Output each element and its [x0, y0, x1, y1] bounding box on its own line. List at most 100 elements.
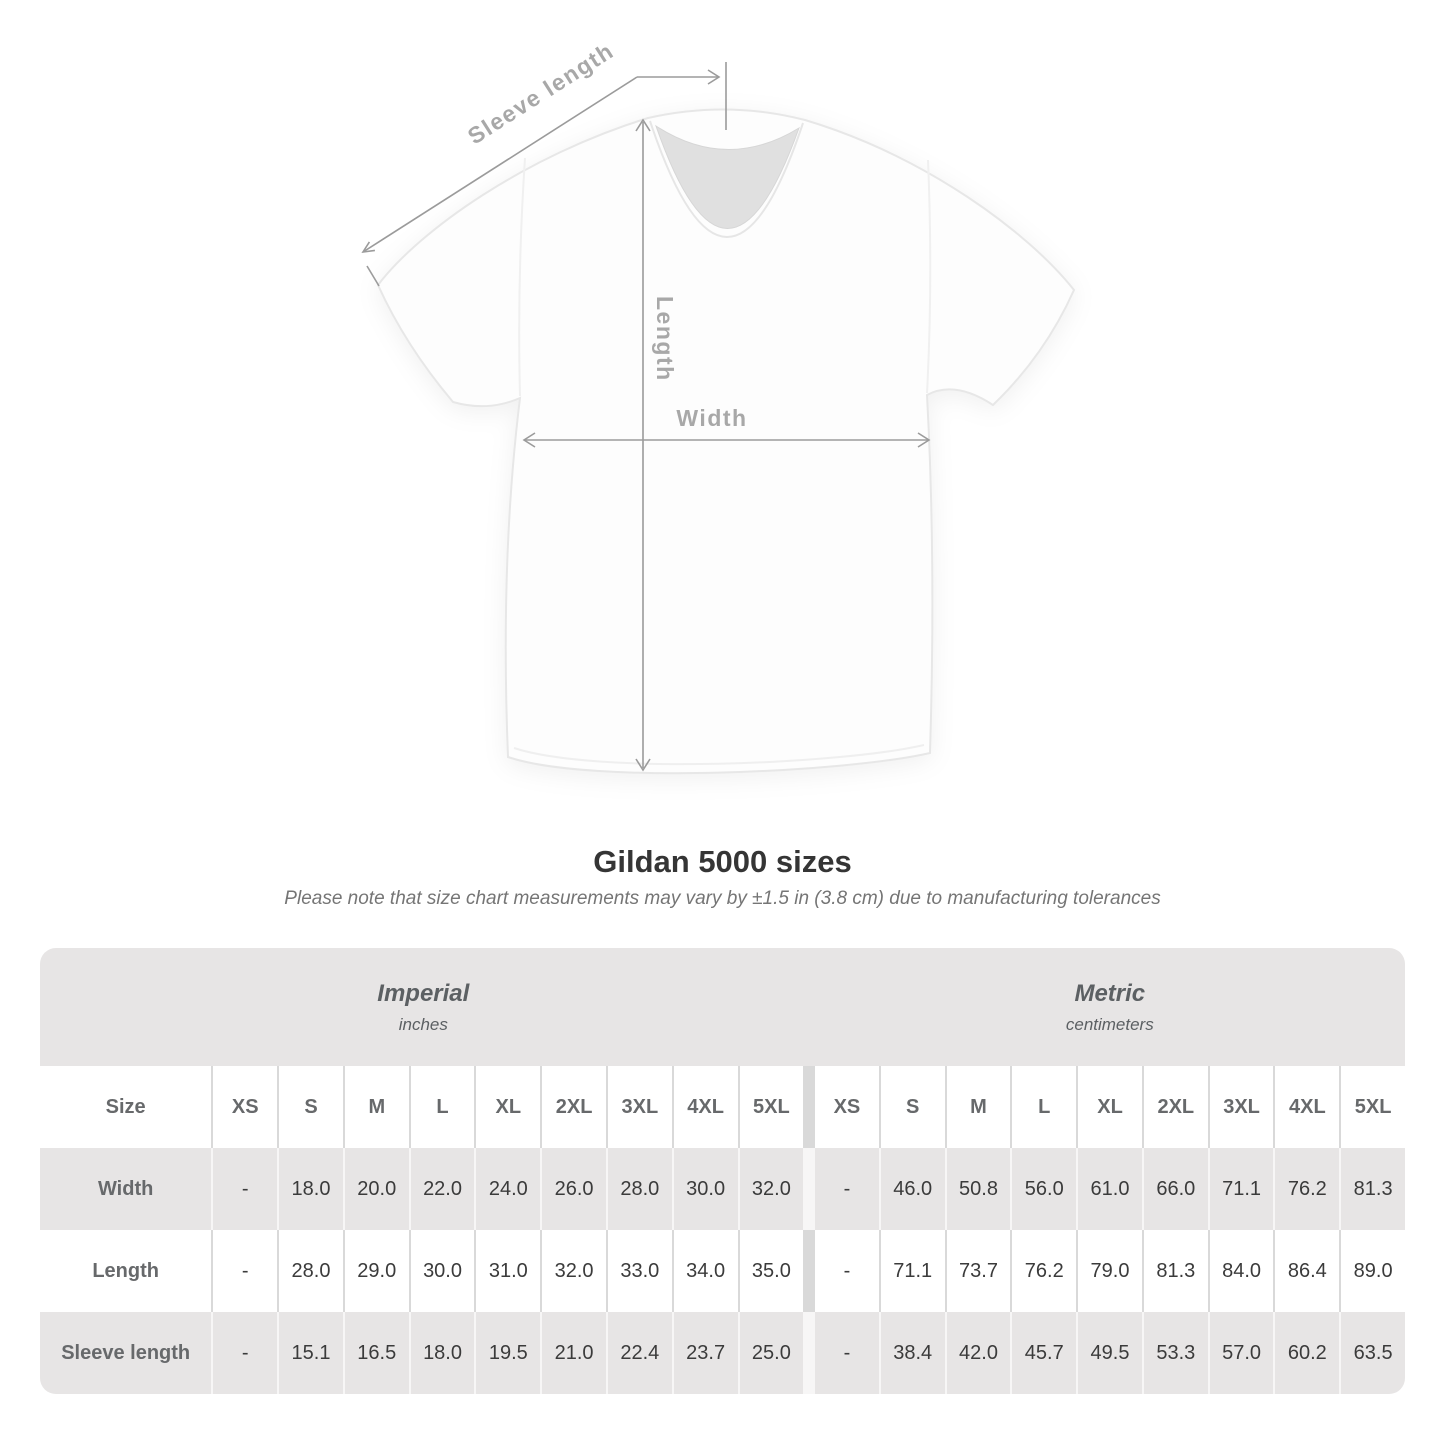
row-label: Sleeve length [40, 1312, 212, 1394]
measurement-cell: 29.0 [344, 1230, 409, 1312]
measurement-cell: 38.4 [880, 1312, 945, 1394]
size-col-header: M [344, 1066, 409, 1148]
width-label: Width [676, 405, 747, 431]
size-col-header: 4XL [1275, 1066, 1340, 1148]
measurement-cell: 31.0 [476, 1230, 541, 1312]
size-table: Imperial inches Metric centimeters Size X… [40, 948, 1405, 1394]
measurement-row: Sleeve length -15.1 16.5 18.0 19.5 21.0 22.4 23… [40, 1312, 1405, 1394]
measurement-cell: 46.0 [880, 1148, 945, 1230]
measurement-cell: 34.0 [673, 1230, 738, 1312]
metric-title: Metric [1074, 979, 1146, 1007]
measurement-cell: - [815, 1230, 879, 1312]
metric-unit: centimeters [1065, 1014, 1154, 1034]
sleeve-measure-line [361, 62, 727, 287]
sleeve-length-label: Sleeve length [463, 37, 618, 149]
size-col-header: 2XL [1143, 1066, 1208, 1148]
measurement-cell: 50.8 [946, 1148, 1011, 1230]
measurement-cell: 89.0 [1341, 1230, 1405, 1312]
measurement-cell: 18.0 [279, 1148, 343, 1230]
measurement-cell: 76.2 [1012, 1230, 1077, 1312]
size-col-header: L [410, 1066, 475, 1148]
unit-header-imperial: Imperial inches [40, 948, 807, 1066]
measurement-cell: - [815, 1148, 879, 1230]
page-title: Gildan 5000 sizes [593, 844, 852, 879]
measurement-cell: 53.3 [1143, 1312, 1208, 1394]
tolerance-note: Please note that size chart measurements… [284, 888, 1161, 909]
size-corner-label: Size [40, 1066, 212, 1148]
size-col-header: 5XL [739, 1066, 804, 1148]
size-col-header: S [279, 1066, 343, 1148]
measurement-cell: 21.0 [542, 1312, 606, 1394]
measurement-cell: 45.7 [1012, 1312, 1077, 1394]
measurement-cell: 28.0 [607, 1148, 672, 1230]
imperial-title: Imperial [377, 979, 470, 1007]
measurement-cell: 18.0 [410, 1312, 475, 1394]
section-divider [805, 1148, 813, 1230]
measurement-cell: - [213, 1148, 278, 1230]
measurement-cell: 32.0 [542, 1230, 606, 1312]
table-body: Size XS S M L XL 2XL 3XL 4XL 5XL XS S M L XL 2XL 3XL 4XL 5… [40, 1066, 1405, 1394]
measurement-row: Length -28.0 29.0 30.0 31.0 32.0 33.0 34.0 35.0-… [40, 1230, 1405, 1312]
measurement-cell: - [213, 1312, 278, 1394]
measurement-row: Width -18.0 20.0 22.0 24.0 26.0 28.0 30.0 32.0-4… [40, 1148, 1405, 1230]
measurement-cell: 71.1 [880, 1230, 945, 1312]
size-col-header: 4XL [673, 1066, 738, 1148]
measurement-cell: 20.0 [344, 1148, 409, 1230]
measurement-cell: 61.0 [1078, 1148, 1142, 1230]
measurement-cell: 23.7 [673, 1312, 738, 1394]
size-col-header: XS [213, 1066, 278, 1148]
row-label: Length [40, 1230, 212, 1312]
size-col-header: 3XL [1209, 1066, 1274, 1148]
size-col-header: XL [1078, 1066, 1142, 1148]
tshirt-illustration [376, 108, 1076, 775]
measurement-cell: 84.0 [1209, 1230, 1274, 1312]
measurement-cell: - [815, 1312, 879, 1394]
measurement-cell: 76.2 [1275, 1148, 1340, 1230]
measurement-cell: 56.0 [1012, 1148, 1077, 1230]
collar-opening [655, 124, 800, 229]
measurement-cell: 22.0 [410, 1148, 475, 1230]
measurement-cell: 71.1 [1209, 1148, 1274, 1230]
measurement-cell: 15.1 [279, 1312, 343, 1394]
section-divider [805, 1312, 813, 1394]
size-col-header: 5XL [1341, 1066, 1405, 1148]
measurement-cell: 32.0 [739, 1148, 804, 1230]
measurement-cell: 30.0 [410, 1230, 475, 1312]
measurement-cell: 28.0 [279, 1230, 343, 1312]
measurement-cell: 49.5 [1078, 1312, 1142, 1394]
measurement-cell: 25.0 [739, 1312, 804, 1394]
size-col-header: XL [476, 1066, 541, 1148]
width-measure-line [522, 432, 931, 448]
measurement-cell: 30.0 [673, 1148, 738, 1230]
length-measure-line [635, 118, 651, 772]
measurement-cell: 79.0 [1078, 1230, 1142, 1312]
size-col-header: S [880, 1066, 945, 1148]
imperial-unit: inches [398, 1014, 448, 1034]
length-label: Length [652, 296, 678, 382]
measurement-cell: - [213, 1230, 278, 1312]
size-col-header: 2XL [542, 1066, 606, 1148]
measurement-cell: 73.7 [946, 1230, 1011, 1312]
section-divider [805, 1066, 813, 1148]
unit-header-row: Imperial inches Metric centimeters [40, 948, 1405, 1066]
tshirt-diagram: Sleeve length Length Width [361, 37, 1076, 775]
size-col-header: M [946, 1066, 1011, 1148]
measurement-cell: 60.2 [1275, 1312, 1340, 1394]
size-header-row: Size XS S M L XL 2XL 3XL 4XL 5XL XS S M L XL 2XL 3XL 4XL 5… [40, 1066, 1405, 1148]
measurement-cell: 86.4 [1275, 1230, 1340, 1312]
size-col-header: L [1012, 1066, 1077, 1148]
measurement-cell: 63.5 [1341, 1312, 1405, 1394]
size-col-header: 3XL [607, 1066, 672, 1148]
row-label: Width [40, 1148, 212, 1230]
measurement-cell: 42.0 [946, 1312, 1011, 1394]
measurement-cell: 24.0 [476, 1148, 541, 1230]
measurement-cell: 81.3 [1143, 1230, 1208, 1312]
measurement-cell: 19.5 [476, 1312, 541, 1394]
measurement-cell: 33.0 [607, 1230, 672, 1312]
measurement-cell: 22.4 [607, 1312, 672, 1394]
measurement-cell: 16.5 [344, 1312, 409, 1394]
measurement-cell: 35.0 [739, 1230, 804, 1312]
measurement-cell: 26.0 [542, 1148, 606, 1230]
measurement-cell: 81.3 [1341, 1148, 1405, 1230]
